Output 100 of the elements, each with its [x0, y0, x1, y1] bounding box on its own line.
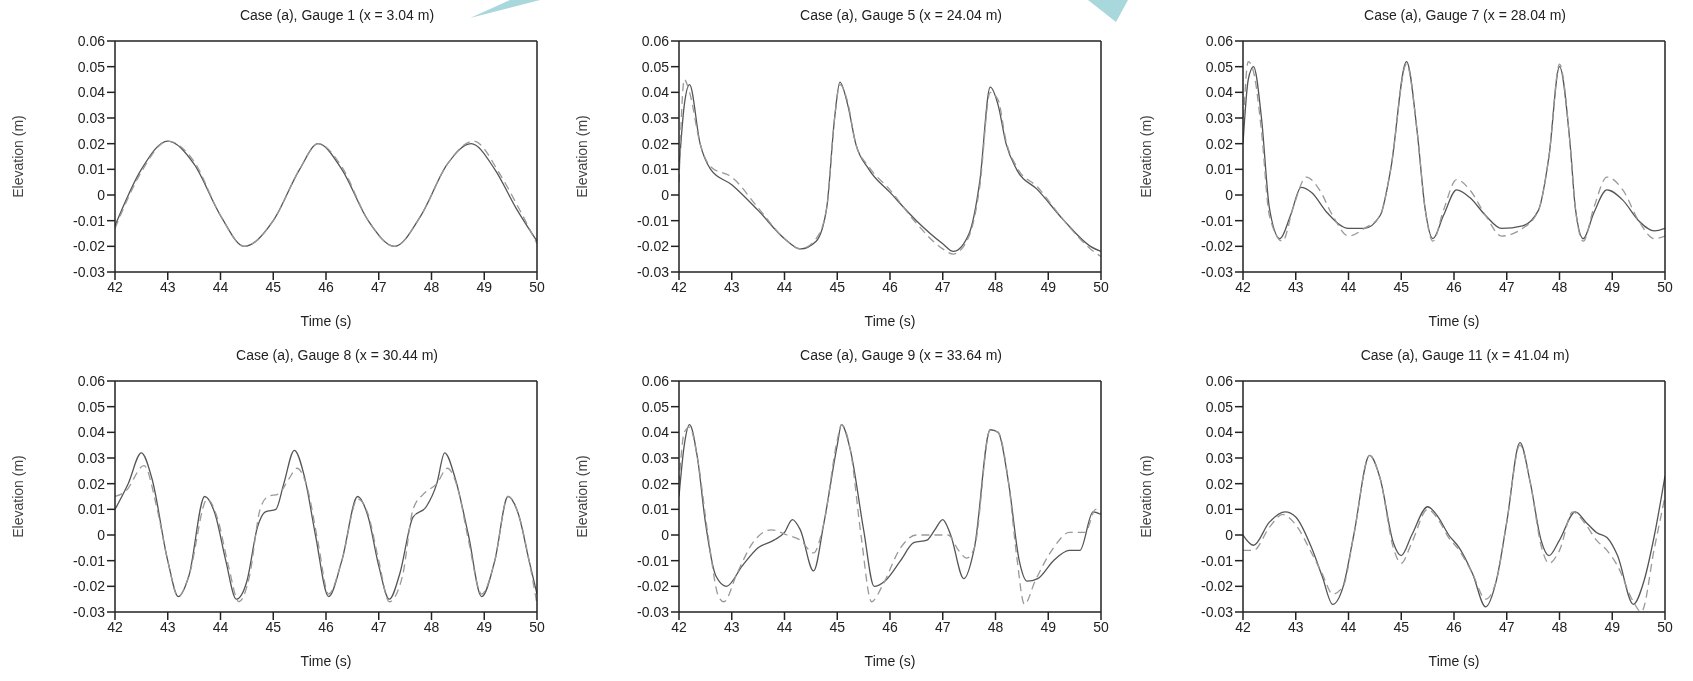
x-tick-label: 45	[1393, 618, 1410, 635]
x-tick-label: 49	[1604, 618, 1621, 635]
y-tick-label: -0.01	[1201, 552, 1234, 569]
y-tick-label: 0.06	[641, 32, 670, 49]
y-tick-label: 0.01	[1205, 501, 1234, 518]
y-tick-label: 0.04	[1205, 84, 1234, 101]
x-tick-label: 49	[476, 278, 493, 295]
y-tick-label: 0.02	[77, 475, 106, 492]
y-tick-label: 0.05	[641, 58, 670, 75]
x-tick-label: 49	[1604, 278, 1621, 295]
x-axis-title: Time (s)	[864, 313, 916, 329]
y-tick-label: 0.05	[77, 398, 106, 415]
x-tick-label: 48	[987, 278, 1004, 295]
x-tick-label: 45	[1393, 278, 1410, 295]
y-tick-label: 0.01	[641, 501, 670, 518]
y-tick-label: -0.03	[73, 603, 106, 620]
y-tick-label: 0.06	[1205, 32, 1234, 49]
x-tick-label: 44	[776, 618, 793, 635]
y-tick-label: 0.04	[77, 424, 106, 441]
y-axis-title: Elevation (m)	[9, 115, 26, 198]
x-tick-label: 48	[423, 278, 440, 295]
y-tick-label: 0.04	[641, 424, 670, 441]
chart-title: Case (a), Gauge 7 (x = 28.04 m)	[1363, 6, 1567, 25]
x-tick-label: 46	[1446, 278, 1462, 295]
y-tick-label: 0	[661, 526, 670, 543]
y-tick-label: 0.06	[77, 372, 106, 389]
x-axis-title: Time (s)	[300, 313, 352, 329]
y-tick-label: 0.02	[77, 135, 106, 152]
y-tick-label: 0.01	[77, 501, 106, 518]
x-tick-label: 48	[1551, 618, 1568, 635]
x-tick-label: 50	[1093, 278, 1109, 295]
x-tick-label: 42	[107, 278, 123, 295]
x-tick-label: 50	[529, 278, 545, 295]
x-tick-label: 43	[723, 618, 740, 635]
y-tick-label: 0	[97, 186, 106, 203]
y-axis-title: Elevation (m)	[573, 115, 590, 198]
x-tick-label: 46	[1446, 618, 1462, 635]
y-tick-label: -0.02	[1201, 578, 1234, 595]
y-tick-label: -0.03	[637, 263, 670, 280]
y-tick-label: -0.02	[637, 238, 670, 255]
x-tick-label: 47	[934, 278, 951, 295]
y-tick-label: -0.01	[73, 552, 106, 569]
x-tick-label: 44	[776, 278, 793, 295]
chart-title: Case (a), Gauge 1 (x = 3.04 m)	[238, 6, 436, 25]
y-tick-label: -0.03	[1201, 603, 1234, 620]
x-axis-title: Time (s)	[300, 653, 352, 669]
x-tick-label: 42	[671, 278, 687, 295]
x-tick-label: 43	[1287, 278, 1304, 295]
y-tick-label: 0.02	[641, 135, 670, 152]
x-tick-label: 49	[1040, 278, 1057, 295]
x-tick-label: 42	[107, 618, 123, 635]
line-series	[115, 140, 537, 247]
y-tick-label: 0.02	[641, 475, 670, 492]
y-tick-label: -0.03	[1201, 263, 1234, 280]
chart-title: Case (a), Gauge 11 (x = 41.04 m)	[1359, 346, 1571, 365]
y-tick-label: 0.03	[1205, 449, 1234, 466]
y-tick-label: 0.03	[1205, 109, 1234, 126]
y-axis-title: Elevation (m)	[573, 455, 590, 538]
y-tick-label: 0.04	[641, 84, 670, 101]
y-tick-label: 0.03	[77, 449, 106, 466]
x-axis-title: Time (s)	[1428, 653, 1480, 669]
y-tick-label: 0	[97, 526, 106, 543]
x-tick-label: 45	[829, 618, 846, 635]
x-tick-label: 43	[723, 278, 740, 295]
x-tick-label: 44	[1340, 618, 1357, 635]
y-axis-title: Elevation (m)	[1137, 115, 1154, 198]
chart-title: Case (a), Gauge 5 (x = 24.04 m)	[799, 6, 1003, 25]
x-tick-label: 43	[159, 278, 176, 295]
x-tick-label: 45	[265, 618, 282, 635]
y-tick-label: -0.01	[637, 552, 670, 569]
y-tick-label: 0.05	[1205, 58, 1234, 75]
y-tick-label: 0.01	[77, 161, 106, 178]
y-tick-label: 0.04	[77, 84, 106, 101]
x-tick-label: 46	[882, 618, 898, 635]
y-tick-label: 0	[661, 186, 670, 203]
x-tick-label: 49	[476, 618, 493, 635]
y-axis-title: Elevation (m)	[1137, 455, 1154, 538]
y-tick-label: 0.02	[1205, 475, 1234, 492]
y-tick-label: 0.02	[1205, 135, 1234, 152]
y-tick-label: 0.03	[641, 109, 670, 126]
y-tick-label: 0.03	[77, 109, 106, 126]
x-axis-title: Time (s)	[1428, 313, 1480, 329]
x-axis-title: Time (s)	[864, 653, 916, 669]
y-axis-title: Elevation (m)	[9, 455, 26, 538]
x-tick-label: 48	[1551, 278, 1568, 295]
y-tick-label: -0.02	[637, 578, 670, 595]
y-tick-label: -0.01	[73, 212, 106, 229]
chart-title: Case (a), Gauge 8 (x = 30.44 m)	[235, 346, 439, 365]
x-tick-label: 45	[265, 278, 282, 295]
y-tick-label: 0.05	[77, 58, 106, 75]
y-tick-label: 0.06	[77, 32, 106, 49]
x-tick-label: 48	[423, 618, 440, 635]
x-tick-label: 47	[370, 278, 387, 295]
x-tick-label: 50	[1657, 278, 1673, 295]
x-tick-label: 50	[1657, 618, 1673, 635]
x-tick-label: 45	[829, 278, 846, 295]
y-tick-label: 0.05	[641, 398, 670, 415]
y-tick-label: 0.05	[1205, 398, 1234, 415]
x-tick-label: 49	[1040, 618, 1057, 635]
chart-title: Case (a), Gauge 9 (x = 33.64 m)	[799, 346, 1003, 365]
